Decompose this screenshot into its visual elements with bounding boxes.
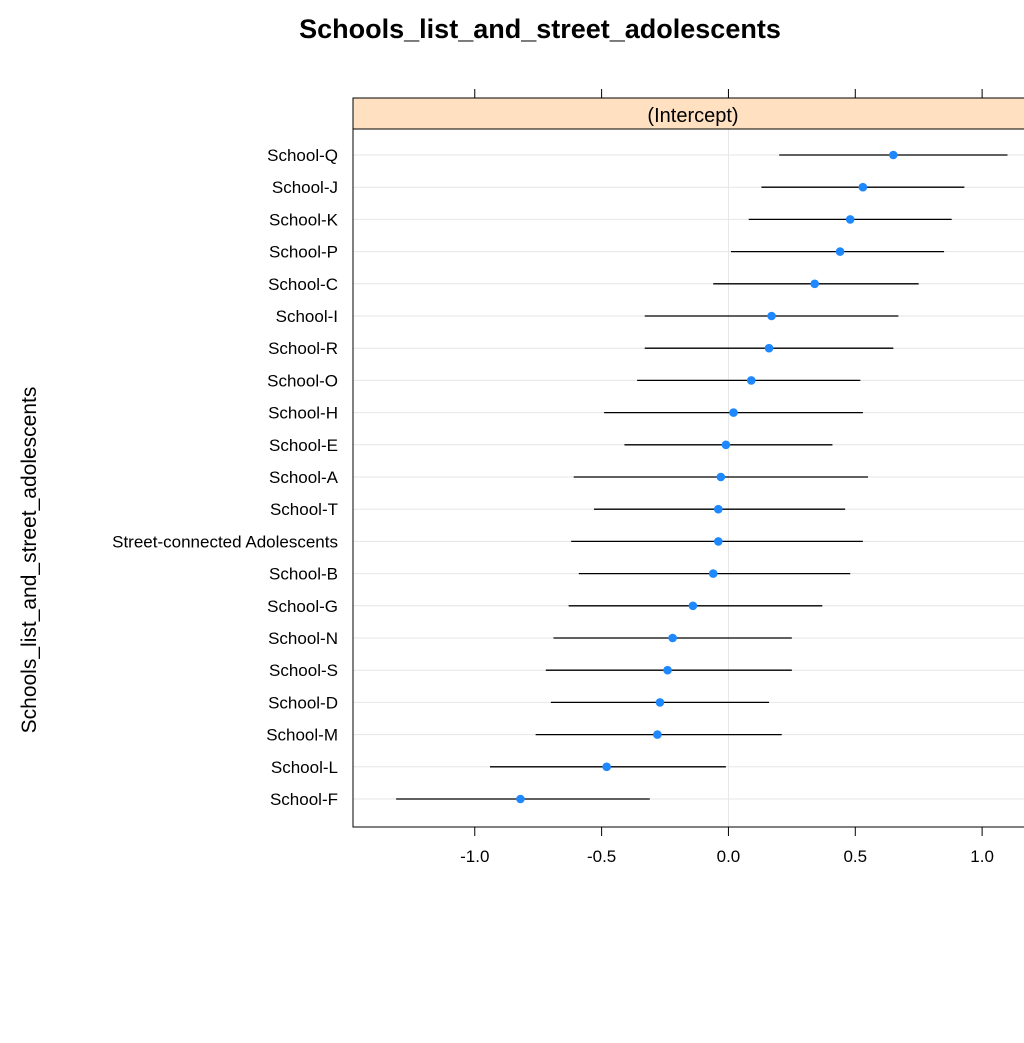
estimate-point bbox=[708, 569, 718, 578]
panel-strip: (Intercept) bbox=[352, 97, 1024, 130]
category-label: School-R bbox=[268, 339, 338, 358]
y-axis-label: Schools_list_and_street_adolescents bbox=[18, 387, 41, 734]
category-label: School-G bbox=[267, 597, 338, 616]
strip-label: (Intercept) bbox=[647, 105, 738, 127]
estimate-point bbox=[602, 762, 611, 772]
category-label: School-P bbox=[269, 243, 338, 262]
category-label: School-D bbox=[268, 693, 338, 712]
category-label: School-B bbox=[269, 565, 338, 584]
category-label: School-I bbox=[276, 307, 338, 326]
estimate-point bbox=[729, 408, 738, 417]
panel-frame bbox=[352, 97, 1024, 828]
data-marks bbox=[396, 150, 1008, 804]
estimate-point bbox=[889, 150, 898, 160]
category-label: School-J bbox=[272, 178, 338, 197]
category-label: School-O bbox=[267, 371, 338, 390]
estimate-point bbox=[655, 698, 665, 707]
estimate-point bbox=[716, 472, 726, 482]
x-tick-label: -1.0 bbox=[460, 847, 489, 866]
estimate-point bbox=[721, 440, 731, 450]
estimate-point bbox=[688, 601, 698, 611]
estimate-point bbox=[516, 794, 525, 804]
category-label: School-A bbox=[269, 468, 339, 487]
estimate-point bbox=[858, 182, 868, 192]
grid-lines bbox=[353, 129, 1024, 827]
estimate-point bbox=[713, 504, 723, 514]
chart-title: Schools_list_and_street_adolescents bbox=[299, 14, 781, 44]
strip-background bbox=[352, 97, 1024, 130]
x-tick-label: 1.0 bbox=[970, 847, 994, 866]
category-label: School-N bbox=[268, 629, 338, 648]
estimate-point bbox=[663, 665, 672, 675]
x-tick-label: 0.5 bbox=[843, 847, 867, 866]
estimate-point bbox=[668, 633, 677, 643]
estimate-point bbox=[746, 376, 756, 385]
estimate-point bbox=[835, 247, 845, 256]
estimate-point bbox=[810, 279, 819, 289]
category-label: School-K bbox=[269, 210, 339, 229]
x-tick-label: -0.5 bbox=[587, 847, 616, 866]
category-label: School-C bbox=[268, 275, 338, 294]
panel-border bbox=[352, 97, 1024, 828]
estimate-point bbox=[764, 343, 774, 353]
x-tick-label: 0.0 bbox=[717, 847, 741, 866]
axes: School-Q School-J School-K School-P School-C… bbox=[112, 89, 994, 866]
category-label: Street-connected Adolescents bbox=[112, 532, 338, 551]
category-label: School-T bbox=[270, 500, 338, 519]
estimate-point bbox=[653, 730, 662, 739]
estimate-point bbox=[767, 311, 776, 321]
category-label: School-M bbox=[266, 726, 338, 745]
category-label: School-H bbox=[268, 404, 338, 423]
category-label: School-F bbox=[270, 790, 338, 809]
estimate-point bbox=[845, 215, 855, 224]
category-label: School-E bbox=[269, 436, 338, 455]
category-label: School-Q bbox=[267, 146, 338, 165]
estimate-point bbox=[713, 537, 723, 546]
category-label: School-S bbox=[269, 661, 338, 680]
category-label: School-L bbox=[271, 758, 338, 777]
